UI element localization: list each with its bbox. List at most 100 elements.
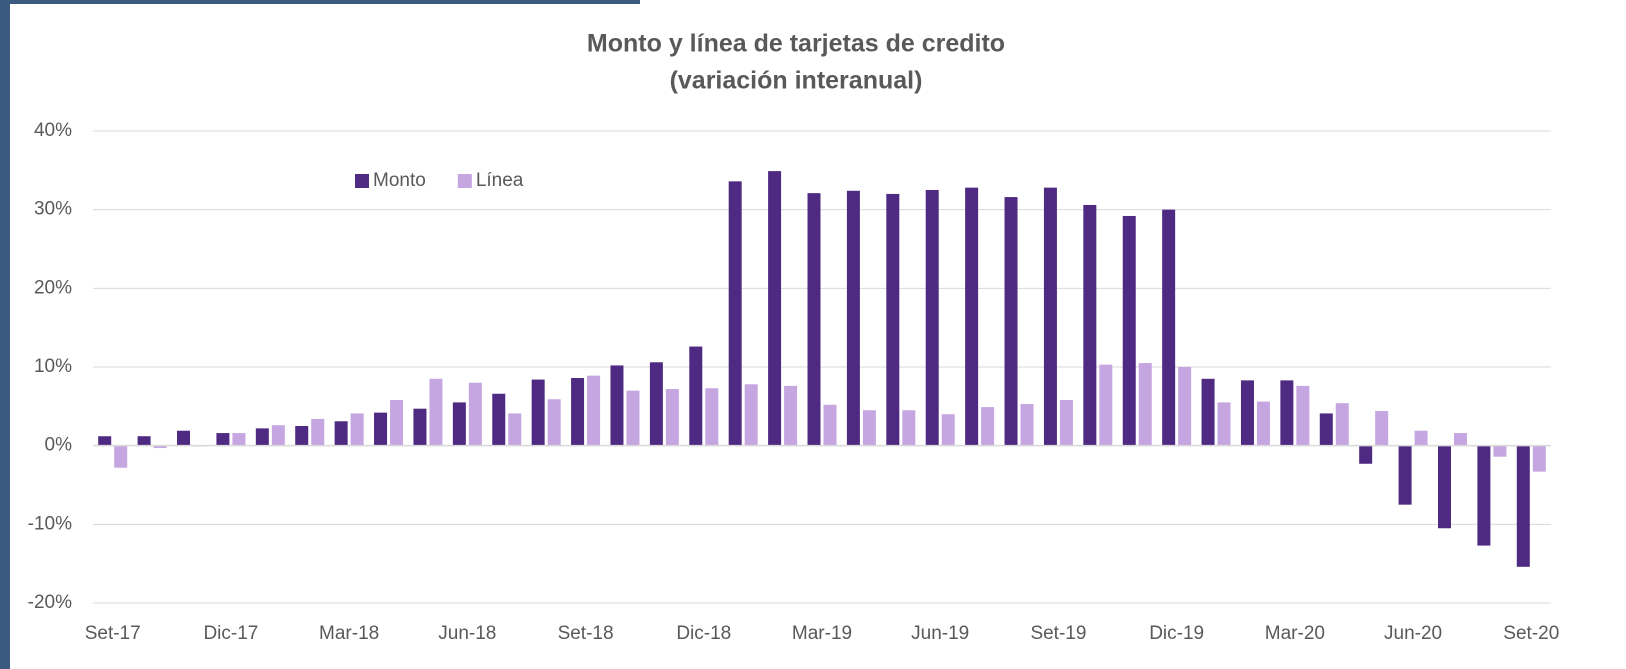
chart-subtitle: (variación interanual)	[670, 67, 923, 95]
frame-left	[0, 0, 10, 669]
bar	[981, 407, 995, 446]
y-tick-label: 10%	[34, 356, 72, 377]
bar	[295, 426, 309, 446]
bar	[941, 414, 955, 446]
bar	[1162, 209, 1176, 446]
bar	[1335, 403, 1349, 446]
bar	[649, 362, 663, 446]
x-tick-label: Set-19	[1030, 623, 1086, 644]
bar	[744, 384, 758, 446]
bar	[705, 388, 719, 446]
bar	[1319, 413, 1333, 446]
bar	[1398, 445, 1412, 505]
x-tick-label: Jun-18	[438, 623, 496, 644]
bar	[1453, 433, 1467, 446]
bar	[925, 190, 939, 446]
bar	[1359, 445, 1373, 464]
bar	[137, 436, 151, 446]
bar	[1020, 403, 1034, 446]
bar	[965, 187, 979, 446]
bar	[255, 428, 269, 446]
bar	[177, 430, 191, 446]
bar	[1477, 445, 1491, 546]
bar	[1083, 204, 1097, 446]
bar	[1414, 430, 1428, 446]
bar	[1122, 215, 1136, 446]
legend-swatch	[457, 174, 472, 188]
bar	[374, 412, 388, 446]
y-tick-label: 0%	[45, 435, 73, 456]
bar	[508, 413, 522, 446]
bar	[665, 389, 679, 446]
bar	[1099, 364, 1113, 446]
bar	[492, 393, 506, 446]
bar	[902, 410, 916, 446]
bar	[271, 425, 285, 446]
bar	[1256, 401, 1270, 446]
x-tick-label: Mar-19	[792, 623, 852, 644]
bar	[390, 400, 404, 446]
bar	[216, 433, 230, 446]
bar	[1178, 367, 1192, 446]
bar	[1240, 380, 1254, 446]
legend-label: Monto	[373, 170, 426, 191]
bar	[429, 378, 443, 446]
y-tick-label: -20%	[28, 592, 72, 613]
bar	[334, 421, 348, 446]
bar	[1375, 411, 1389, 446]
bar	[1217, 402, 1231, 446]
bar	[587, 375, 601, 446]
x-tick-label: Dic-18	[676, 623, 731, 644]
x-tick-label: Dic-17	[203, 623, 258, 644]
x-tick-label: Dic-19	[1149, 623, 1204, 644]
x-tick-label: Set-17	[85, 623, 141, 644]
x-tick-label: Set-20	[1503, 623, 1559, 644]
bar	[807, 193, 821, 446]
bar	[98, 436, 112, 446]
bar	[232, 433, 246, 446]
legend-swatch	[355, 174, 369, 188]
bar	[1437, 445, 1451, 529]
bar	[1516, 445, 1530, 567]
bar	[114, 445, 128, 468]
bar	[452, 402, 466, 446]
bar	[846, 190, 860, 446]
chart-title: Monto y línea de tarjetas de credito	[587, 30, 1005, 58]
bar	[153, 445, 167, 449]
bar	[1532, 445, 1546, 472]
y-tick-label: 20%	[34, 277, 72, 298]
bar	[1201, 378, 1215, 446]
bar	[350, 413, 364, 446]
bar	[823, 404, 837, 446]
bar	[468, 382, 482, 446]
bar	[413, 408, 427, 446]
bar	[626, 390, 640, 446]
bar	[689, 346, 703, 446]
y-tick-label: 40%	[34, 120, 72, 141]
bar	[531, 379, 545, 446]
bar	[1059, 400, 1073, 446]
x-tick-label: Mar-18	[319, 623, 379, 644]
bar	[1296, 385, 1310, 446]
x-tick-label: Set-18	[558, 623, 614, 644]
bar	[1004, 197, 1018, 446]
y-tick-label: 30%	[34, 199, 72, 220]
x-tick-label: Jun-19	[911, 623, 969, 644]
x-tick-label: Jun-20	[1384, 623, 1442, 644]
bar	[610, 365, 624, 446]
bar	[1280, 380, 1294, 446]
bar	[728, 181, 742, 446]
legend-label: Línea	[476, 170, 524, 191]
bar	[862, 410, 876, 446]
bar	[784, 385, 798, 446]
x-tick-label: Mar-20	[1265, 623, 1325, 644]
bar	[1043, 187, 1057, 446]
bar	[1138, 363, 1152, 446]
y-tick-label: -10%	[28, 513, 72, 534]
bar	[1493, 445, 1507, 457]
bar	[886, 193, 900, 446]
frame-top	[0, 0, 640, 4]
bar	[571, 378, 585, 446]
bar	[547, 399, 561, 446]
